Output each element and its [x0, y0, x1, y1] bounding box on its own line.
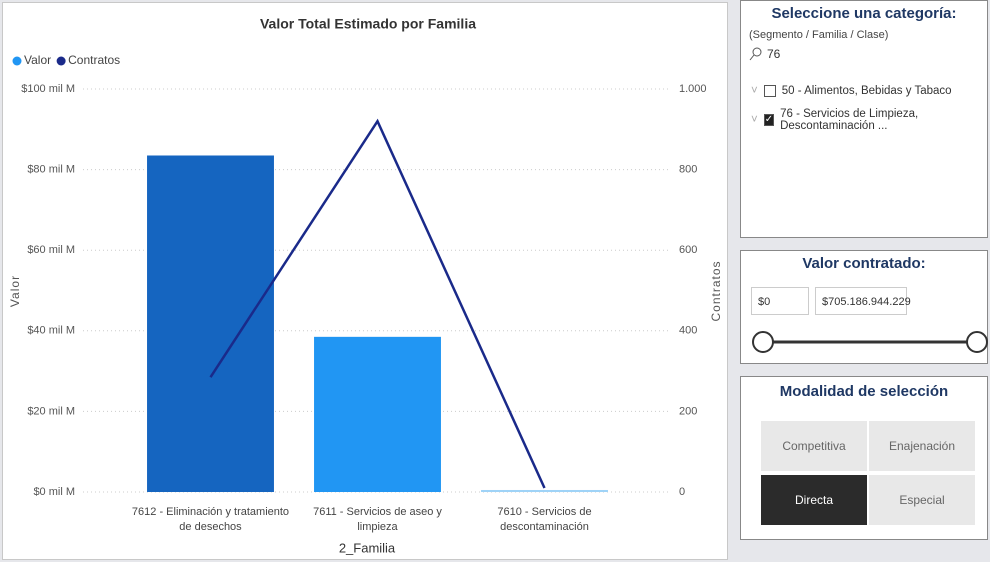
mode-button[interactable]: Directa	[761, 475, 867, 525]
mode-slicer: Modalidad de selección Competitiva Enajen…	[740, 376, 988, 540]
chart-title: Valor Total Estimado por Familia	[260, 16, 476, 32]
y-tick-label: $60 mil M	[27, 244, 75, 256]
slicer-item[interactable]: ˅ 50 - Alimentos, Bebidas y Tabaco	[751, 85, 952, 97]
chart: Valor Total Estimado por Familia 2_Famil…	[8, 16, 723, 556]
x-tick-label: 7612 - Eliminación y tratamiento de dese…	[131, 506, 290, 533]
mode-button[interactable]: Competitiva	[761, 421, 867, 471]
x-tick-label: 7610 - Servicios de descontaminación	[497, 506, 592, 533]
legend-label: Contratos	[68, 53, 120, 67]
y-tick-label: $40 mil M	[27, 325, 75, 337]
bar	[314, 336, 441, 492]
bar	[147, 155, 274, 492]
y2-tick-label: 200	[679, 405, 697, 417]
y2-tick-label: 1.000	[679, 83, 707, 95]
x-tick-label: 7611 - Servicios de aseo y limpieza	[313, 506, 442, 533]
range-slider[interactable]	[751, 327, 989, 357]
mode-button[interactable]: Especial	[869, 475, 975, 525]
category-slicer: Seleccione una categoría: (Segmento / Fa…	[740, 0, 988, 238]
y-tick-label: $20 mil M	[27, 405, 75, 417]
y-tick-label: $0 mil M	[33, 486, 75, 498]
chevron: ˅	[751, 114, 758, 126]
mode-button[interactable]: Enajenación	[869, 421, 975, 471]
chevron: ˅	[751, 85, 758, 97]
slicer-title: Modalidad de selección	[779, 383, 949, 400]
search-input[interactable]: 76	[767, 47, 781, 61]
y-axis-title: Valor	[8, 275, 22, 307]
item-label: 50 - Alimentos, Bebidas y Tabaco	[781, 85, 952, 97]
bar	[481, 489, 608, 492]
slicer-title: Valor contratado:	[802, 255, 926, 272]
checkbox[interactable]: ✓	[763, 114, 775, 126]
checkbox[interactable]	[763, 85, 776, 97]
item-label: 76 - Servicios de Limpieza, Descontamina…	[780, 108, 919, 132]
y2-tick-label: 800	[679, 164, 697, 176]
value-slicer: Valor contratado: $0 $705.186.944.229	[740, 250, 988, 364]
legend-label: Valor	[24, 53, 51, 67]
slicer-title: Seleccione una categoría:	[771, 5, 957, 22]
legend-marker	[12, 56, 22, 66]
y2-axis-title: Contratos	[709, 260, 723, 321]
x-axis-title: 2_Familia	[339, 540, 396, 555]
y-tick-label: $80 mil M	[27, 164, 75, 176]
y2-tick-label: 600	[679, 244, 697, 256]
slicer-item[interactable]: ˅ ✓ 76 - Servicios de Limpieza, Descontami…	[751, 108, 987, 132]
line	[209, 118, 546, 489]
search-icon	[749, 47, 762, 61]
y-tick-label: $100 mil M	[21, 83, 75, 95]
y2-tick-label: 400	[679, 325, 697, 337]
max-input[interactable]: $705.186.944.229	[815, 287, 911, 315]
chart-visual: Valor Total Estimado por Familia 2_Famil…	[2, 2, 728, 560]
min-input[interactable]: $0	[751, 287, 809, 315]
slicer-subtitle: (Segmento / Familia / Clase)	[749, 29, 889, 41]
y2-tick-label: 0	[679, 486, 685, 498]
legend-marker	[56, 56, 66, 66]
